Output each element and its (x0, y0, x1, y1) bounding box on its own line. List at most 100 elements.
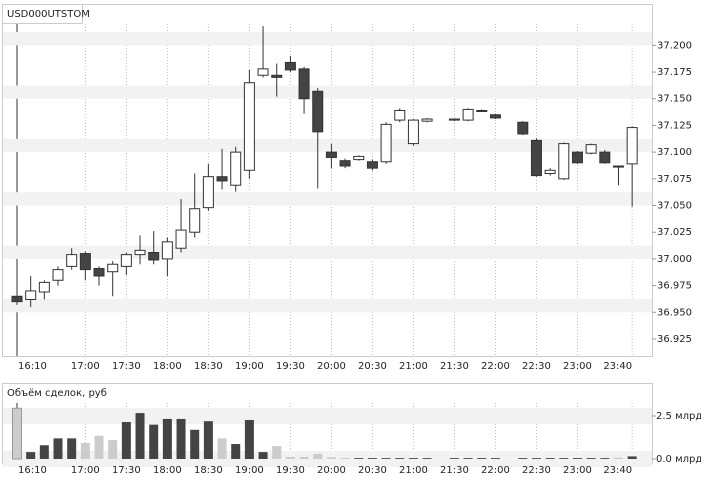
x-tick-label: 21:00 (399, 361, 428, 372)
volume-bar (244, 419, 254, 459)
volume-bar (272, 446, 282, 459)
price-title: USD000UTSTOM (7, 9, 90, 20)
volume-bar (531, 458, 541, 459)
volume-bar (381, 458, 391, 459)
candle-body (407, 119, 419, 145)
candle-body (489, 114, 501, 119)
y-tick-label: 37.100 (657, 147, 692, 158)
y-tick-label: 37.050 (657, 201, 692, 212)
x-tick-label: 20:30 (358, 361, 387, 372)
y-tick-label: 36.925 (657, 334, 692, 345)
candle-body (52, 269, 64, 281)
x-tick-label: 17:00 (71, 465, 100, 476)
candle-body (38, 281, 50, 293)
stripe (3, 85, 652, 99)
x-tick-label: 22:30 (522, 361, 551, 372)
x-tick-label: 21:00 (399, 465, 428, 476)
volume-bar (121, 422, 131, 459)
candle-body (448, 118, 460, 121)
candle-body (380, 123, 392, 163)
x-tick-label: 17:30 (112, 465, 141, 476)
volume-bar (67, 438, 77, 459)
volume-bar (600, 458, 610, 459)
candle-body (243, 82, 255, 171)
candle-body (134, 249, 146, 256)
candle-body (339, 160, 351, 167)
x-tick-label: 18:30 (194, 465, 223, 476)
candle-body (161, 241, 173, 260)
candle-body (230, 151, 242, 186)
x-tick-label: 17:30 (112, 361, 141, 372)
x-tick-label: 23:40 (603, 361, 632, 372)
candle-body (11, 295, 23, 303)
volume-bar (299, 456, 309, 459)
price-title-box (2, 4, 83, 24)
volume-bar (449, 458, 459, 459)
volume-bar (422, 458, 432, 459)
price-panel (2, 4, 653, 357)
volume-bar (231, 444, 241, 459)
x-tick-label: 23:00 (563, 465, 592, 476)
candle-body (544, 169, 556, 174)
y-tick-label: 36.950 (657, 307, 692, 318)
y-tick-label: 37.125 (657, 120, 692, 131)
volume-bar (149, 424, 159, 459)
candle-body (257, 68, 269, 76)
x-tick-label: 21:30 (440, 361, 469, 372)
x-tick-label: 20:00 (317, 361, 346, 372)
volume-bar (490, 458, 500, 459)
volume-bar (80, 443, 90, 459)
x-tick-label: 21:30 (440, 465, 469, 476)
candle-body (148, 251, 160, 261)
y-tick-label: 37.000 (657, 254, 692, 265)
stripe (3, 298, 652, 313)
x-tick-label: 19:00 (235, 465, 264, 476)
volume-bar (354, 458, 364, 459)
stripe (3, 32, 652, 46)
y-tick-label: 37.200 (657, 40, 692, 51)
stripe (3, 408, 652, 425)
volume-bar (395, 458, 405, 459)
candle-body (394, 109, 406, 121)
candle-body (216, 176, 228, 182)
candle-body (325, 151, 337, 158)
volume-bar (326, 457, 336, 459)
x-tick-label: 19:30 (276, 361, 305, 372)
x-tick-label: 20:00 (317, 465, 346, 476)
candle-body (571, 151, 583, 164)
x-tick-label: 22:00 (481, 361, 510, 372)
candle-body (353, 155, 365, 161)
candle-body (189, 208, 201, 233)
volume-bar (258, 452, 268, 459)
y-tick-label: 37.175 (657, 67, 692, 78)
volume-bar (39, 445, 49, 459)
x-tick-label: 16:10 (18, 361, 47, 372)
volume-bar (463, 458, 473, 459)
x-tick-label: 18:00 (153, 465, 182, 476)
candle-body (79, 253, 91, 271)
candle-body (462, 108, 474, 121)
volume-bar (545, 458, 555, 459)
x-tick-label: 23:40 (603, 465, 632, 476)
candle-body (298, 68, 310, 100)
candle-body (107, 263, 119, 273)
volume-title: Объём сделок, руб (7, 388, 107, 399)
y-tick-label: 37.075 (657, 174, 692, 185)
y-tick-label: 0.0 млрд (656, 454, 701, 465)
candle-body (93, 268, 105, 277)
volume-bar (285, 456, 295, 459)
candle-body (626, 127, 638, 165)
candle-body (476, 109, 488, 112)
candle-body (312, 90, 324, 133)
volume-bar (12, 407, 22, 460)
x-tick-label: 19:30 (276, 465, 305, 476)
x-tick-label: 17:00 (71, 361, 100, 372)
candle-body (120, 254, 132, 267)
volume-bar (627, 456, 637, 459)
volume-bar (26, 452, 36, 459)
volume-bar (477, 458, 487, 459)
candle-body (366, 161, 378, 169)
candle-body (558, 143, 570, 180)
volume-bar (518, 458, 528, 459)
